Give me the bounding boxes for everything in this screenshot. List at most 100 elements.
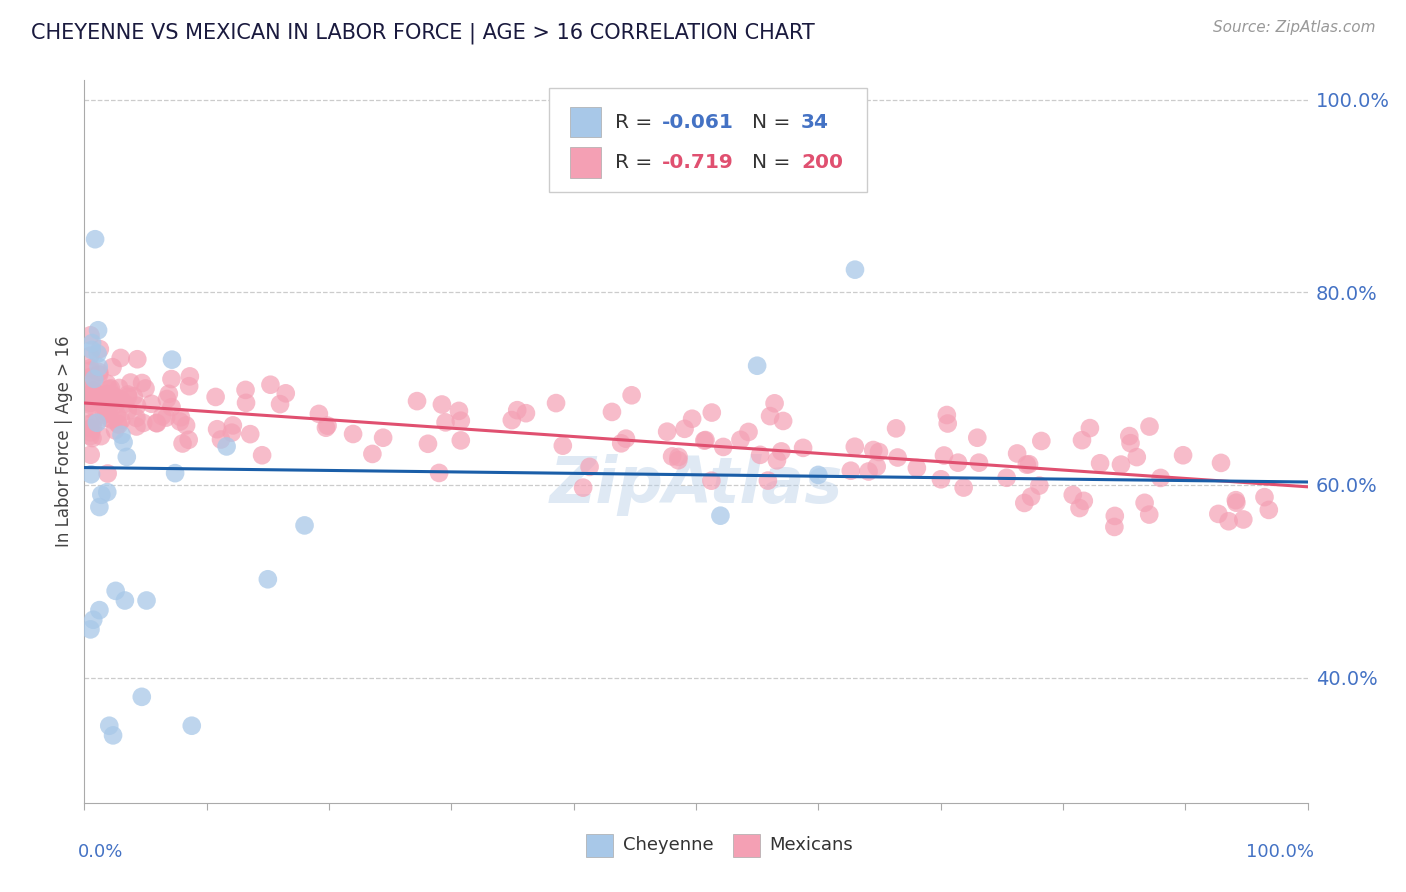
Point [110,392,132,406]
Point [1005,446,1028,460]
Point [215,439,238,453]
Point [91,389,114,403]
Point [749,448,772,462]
Point [661,450,683,464]
Point [79,417,101,431]
Y-axis label: In Labor Force | Age > 16: In Labor Force | Age > 16 [55,335,73,548]
Point [763,396,786,410]
Point [79,425,101,440]
Point [93,408,115,422]
Point [98,388,121,402]
Point [967,456,990,470]
Point [868,445,890,459]
Point [97,406,120,420]
Point [1015,458,1038,472]
Point [82,431,104,445]
Point [96,387,118,401]
Point [79,396,101,410]
Point [1071,433,1094,447]
Point [100,381,122,395]
Point [807,467,830,482]
Point [132,416,155,430]
Point [79,623,101,637]
Point [79,370,101,384]
Point [936,417,959,431]
Point [80,387,103,401]
Point [157,386,180,401]
Point [866,459,889,474]
Point [117,387,139,401]
Point [80,448,103,462]
Point [79,349,101,363]
Point [1073,493,1095,508]
Point [1225,496,1247,510]
Point [1253,490,1275,504]
Point [668,450,690,464]
Point [103,389,125,403]
Point [101,360,124,375]
Point [1104,520,1126,534]
Point [1062,488,1084,502]
Text: CHEYENNE VS MEXICAN IN LABOR FORCE | AGE > 16 CORRELATION CHART: CHEYENNE VS MEXICAN IN LABOR FORCE | AGE… [31,22,814,44]
Point [1209,456,1232,470]
Point [98,382,121,396]
Point [737,425,759,439]
Point [905,461,928,475]
Point [104,423,127,437]
Point [693,434,716,448]
Point [90,488,112,502]
Point [759,409,782,423]
Point [235,383,257,397]
Point [104,398,127,412]
Point [427,466,450,480]
Text: -0.061: -0.061 [662,112,734,132]
Point [101,728,124,742]
Point [115,450,138,464]
Point [80,343,103,357]
Point [120,376,142,390]
Point [239,427,262,442]
Point [89,500,111,514]
Text: -0.719: -0.719 [662,153,734,172]
Point [127,352,149,367]
Point [578,459,600,474]
Point [932,449,955,463]
Point [772,414,794,428]
Point [235,396,257,410]
Point [657,425,679,439]
Point [681,411,703,425]
Point [600,405,623,419]
FancyBboxPatch shape [550,87,868,193]
Point [361,447,384,461]
Point [614,432,637,446]
Point [269,397,291,411]
Point [1088,456,1111,470]
Point [1019,490,1042,504]
Point [174,418,197,433]
Point [1028,478,1050,492]
Point [125,410,148,425]
Point [131,690,153,704]
Text: Mexicans: Mexicans [769,837,853,855]
Point [839,464,862,478]
Point [107,417,129,431]
Point [450,414,472,428]
Point [700,406,723,420]
Point [79,401,101,416]
Point [105,392,128,406]
Point [177,433,200,447]
Point [156,392,179,406]
Point [169,415,191,429]
Point [205,422,228,436]
Point [82,384,104,398]
Point [94,411,117,425]
Point [1139,419,1161,434]
Point [259,377,281,392]
Point [1208,507,1230,521]
Point [114,397,136,411]
Point [97,402,120,417]
Point [862,442,884,457]
Point [114,593,136,607]
Point [80,467,103,482]
Point [1119,436,1142,450]
